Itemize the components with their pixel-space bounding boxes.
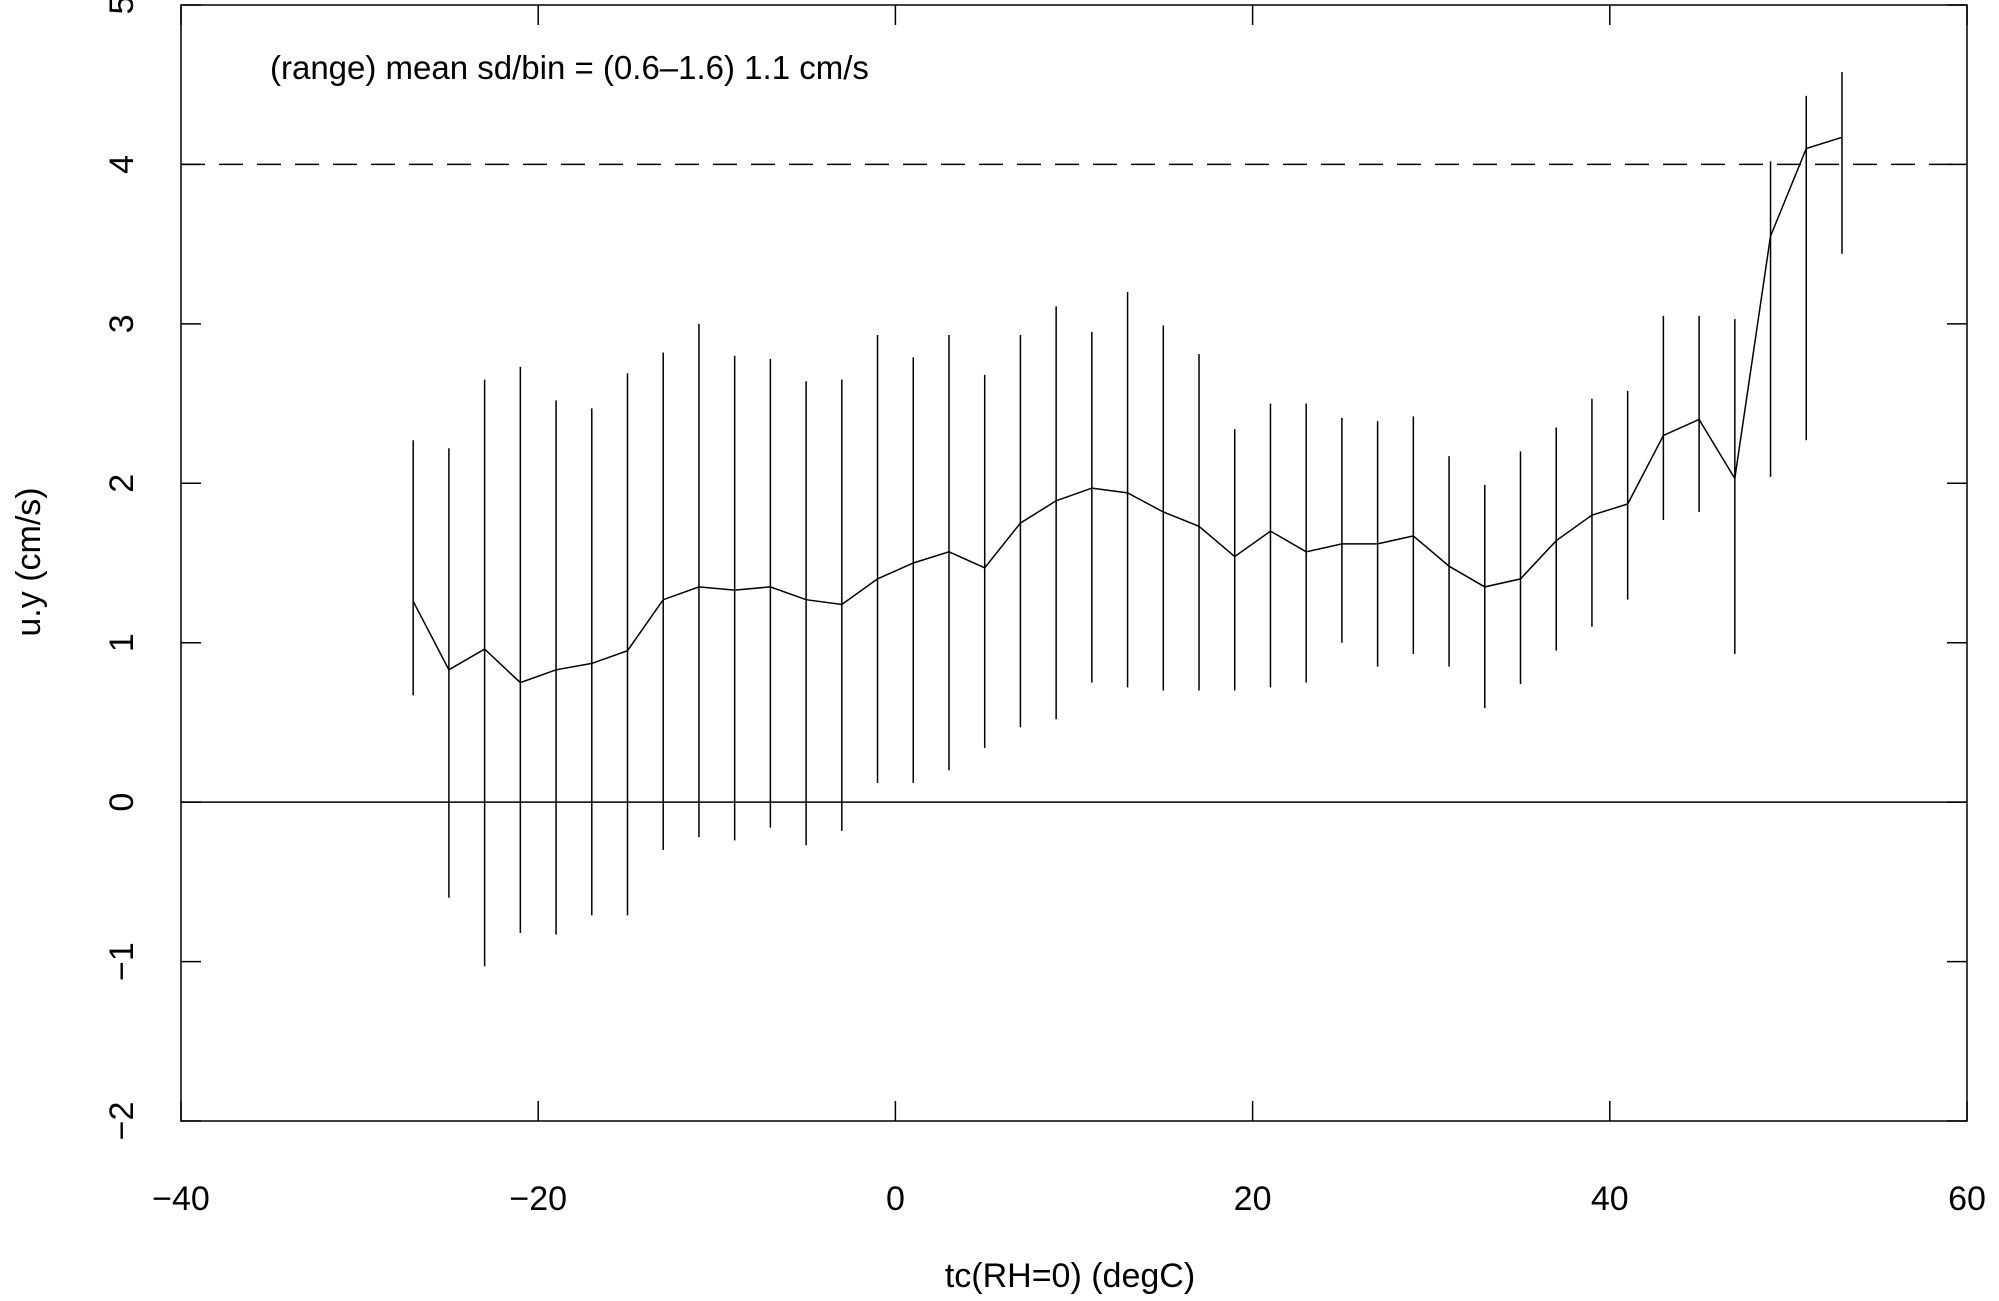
y-tick-label: 5 — [103, 0, 141, 14]
y-tick-label: −2 — [103, 1102, 141, 1141]
axis-layer: −40 −20 0 20 40 60 −2 −1 0 1 2 3 4 5 — [103, 0, 1986, 1218]
y-tick-label: 1 — [103, 633, 141, 652]
plot-frame — [180, 4, 1968, 1122]
y-axis-title: u.y (cm/s) — [10, 487, 48, 636]
annotation-text: (range) mean sd/bin = (0.6–1.6) 1.1 cm/s — [270, 49, 869, 86]
x-tick-label: 60 — [1948, 1180, 1986, 1218]
x-tick-label: −20 — [509, 1180, 567, 1218]
y-tick-label: 4 — [103, 155, 141, 174]
x-tick-label: 0 — [886, 1180, 905, 1218]
y-tick-label: −1 — [103, 942, 141, 981]
plot-layer — [181, 71, 1967, 967]
x-axis-title: tc(RH=0) (degC) — [945, 1257, 1195, 1295]
x-tick-label: −40 — [152, 1180, 210, 1218]
y-tick-label: 3 — [103, 314, 141, 333]
x-tick-label: 40 — [1591, 1180, 1629, 1218]
y-tick-label: 0 — [103, 793, 141, 812]
y-tick-label: 2 — [103, 474, 141, 493]
x-tick-label: 20 — [1234, 1180, 1272, 1218]
series-line — [412, 136, 1843, 684]
